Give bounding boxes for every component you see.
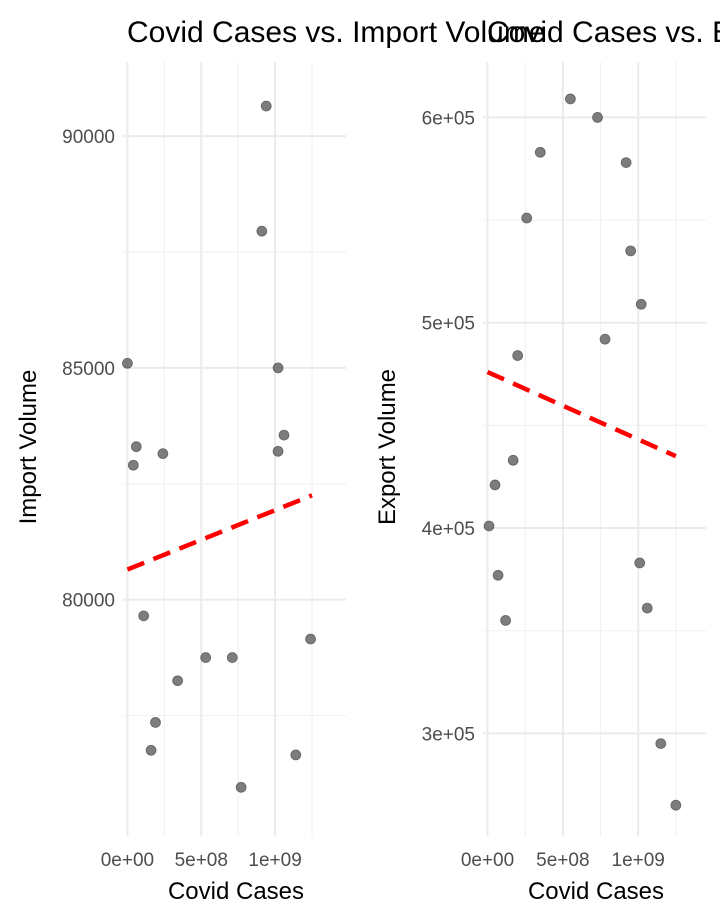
data-point [150,717,161,728]
x-tick-label: 1e+09 [612,850,665,871]
data-point [620,157,632,168]
data-point [200,652,212,663]
data-point [507,454,519,466]
data-point [272,445,284,457]
y-tick-label: 5e+05 [422,314,475,335]
x-tick-label: 5e+08 [536,850,589,871]
data-point [564,93,576,105]
data-point [592,112,603,123]
data-point [483,520,495,532]
y-axis-title: Import Volume [15,370,42,525]
data-point [226,652,238,663]
data-point [534,146,546,158]
x-axis-title: Covid Cases [168,878,304,905]
x-tick-label: 0e+00 [101,850,154,871]
y-tick-label: 80000 [62,591,115,612]
y-axis-title: Export Volume [374,369,401,525]
data-point [521,212,533,224]
data-point [278,429,290,441]
data-point [492,569,504,581]
data-point [235,781,247,793]
data-point [290,749,302,761]
data-point [512,350,524,361]
data-point [130,441,142,453]
x-tick-label: 0e+00 [461,850,514,871]
data-point [138,610,150,622]
data-point [272,362,284,374]
data-point [305,633,316,645]
chart-panel-1: 0e+00 5e+08 1e+09 80000 85000 90000 Covid Case… [15,62,346,905]
data-point [599,333,611,345]
x-tick-label: 1e+09 [248,850,301,871]
data-point [172,675,184,687]
chart-panel-2: 0e+00 5e+08 1e+09 3e+05 4e+05 5e+05 6e+05 Covid… [374,62,706,905]
chart-title-2: Covid Cases vs. Export Volume [487,16,720,49]
trend-line [486,369,677,459]
chart-title-1: Covid Cases vs. Import Volume [127,16,546,49]
data-point [625,245,637,257]
data-point [122,357,133,369]
y-tick-label: 4e+05 [422,519,475,540]
data-point [260,100,272,112]
data-point [500,615,512,626]
data-point [256,225,268,237]
data-point [641,602,653,614]
y-tick-label: 85000 [62,359,115,380]
data-point [145,744,157,756]
y-tick-label: 6e+05 [422,108,475,129]
y-tick-label: 90000 [62,127,115,148]
x-tick-label: 5e+08 [175,850,228,871]
data-point [157,448,169,460]
data-point [670,799,682,811]
data-point [635,298,647,310]
x-axis-title: Covid Cases [528,878,664,905]
data-point [489,479,501,491]
data-point [655,738,667,750]
trend-line [126,493,313,572]
y-tick-label: 3e+05 [422,724,475,745]
data-point [127,459,139,471]
data-point [634,557,646,569]
